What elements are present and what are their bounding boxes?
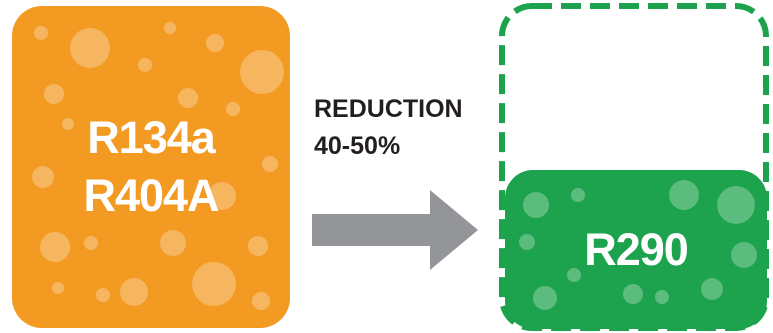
bubble [96,288,110,302]
r290-label: R290 [584,223,689,275]
refrigerant-label-r404a: R404A [83,170,219,221]
bubble [262,156,278,172]
bubble [34,26,48,40]
bubble [571,188,585,202]
bubble [533,286,557,310]
legacy-refrigerant-labels: R134a R404A [12,6,290,328]
bubble [523,192,549,218]
bubble [164,22,176,34]
bubble [701,278,723,300]
bubble [669,180,699,210]
bubble [519,234,535,250]
bubble [623,284,643,304]
right-arrow-icon [312,190,478,270]
bubble [240,50,284,94]
refrigerant-label-r134a: R134a [87,112,216,163]
bubble [120,278,148,306]
bubble [567,268,581,282]
reduction-text: REDUCTION 40-50% [314,91,494,165]
r290-refrigerant-box [505,170,767,329]
bubble [252,292,270,310]
bubble [178,88,198,108]
bubble [160,230,186,256]
bubble [44,84,64,104]
bubble [208,182,236,210]
bubble [717,186,755,224]
reduction-heading: REDUCTION [314,95,463,123]
bubble [226,102,240,116]
bubble [40,232,70,262]
bubble [192,262,236,306]
bubble [655,290,669,304]
bubble [32,166,54,188]
reduction-percentage: 40-50% [314,132,401,160]
bubble [731,242,757,268]
bubble [70,28,110,68]
bubble [138,58,152,72]
bubble [206,34,224,52]
legacy-refrigerant-box [12,6,290,328]
bubble [84,236,98,250]
bubble [248,236,268,256]
bubble [52,282,64,294]
bubble [62,118,74,130]
